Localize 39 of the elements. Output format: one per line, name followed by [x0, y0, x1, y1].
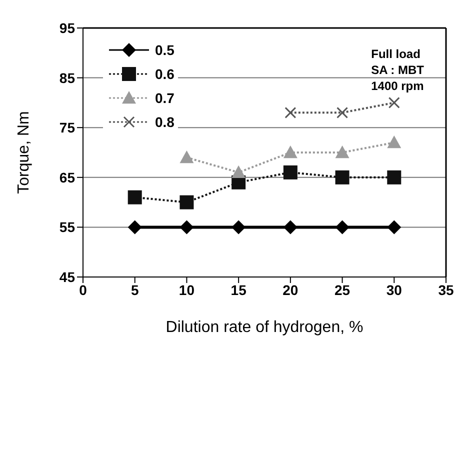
legend-label: 0.7 — [155, 90, 174, 106]
y-axis-title: Torque, Nm — [16, 111, 33, 194]
point — [335, 146, 350, 158]
annotation: Full load — [371, 46, 422, 62]
y-tick-label: 65 — [59, 169, 76, 186]
point — [283, 220, 298, 234]
y-tick-label: 85 — [59, 70, 76, 86]
legend-label: 0.5 — [155, 42, 174, 58]
point — [180, 220, 194, 234]
point — [180, 195, 194, 210]
point — [128, 220, 142, 234]
x-tick-label: 35 — [438, 282, 454, 298]
annotation: SA : MBT — [371, 62, 424, 78]
point — [283, 165, 298, 180]
x-tick-label: 25 — [334, 282, 350, 298]
y-tick-label: 95 — [59, 20, 76, 36]
legend-label: 0.6 — [155, 66, 174, 82]
x-tick-label: 5 — [130, 282, 139, 298]
point — [335, 170, 350, 184]
x-tick-label: 15 — [230, 282, 247, 298]
legend-label: 0.8 — [155, 114, 174, 130]
x-axis-title: Dilution rate of hydrogen, % — [166, 319, 364, 336]
point — [128, 190, 142, 204]
point — [387, 220, 402, 234]
x-tick-label: 10 — [178, 282, 195, 298]
y-tick-label: 45 — [59, 268, 76, 285]
annotation: 1400 rpm — [371, 78, 424, 94]
point — [180, 150, 194, 164]
point — [335, 220, 350, 234]
x-tick-label: 20 — [282, 282, 298, 298]
point — [232, 220, 246, 234]
x-tick-label: 0 — [79, 282, 88, 298]
y-tick-label: 55 — [59, 219, 76, 236]
point — [283, 146, 298, 158]
y-tick-label: 75 — [59, 120, 76, 136]
x-tick-label: 30 — [386, 282, 402, 298]
point — [387, 170, 402, 184]
point — [387, 136, 402, 148]
point — [232, 165, 246, 178]
